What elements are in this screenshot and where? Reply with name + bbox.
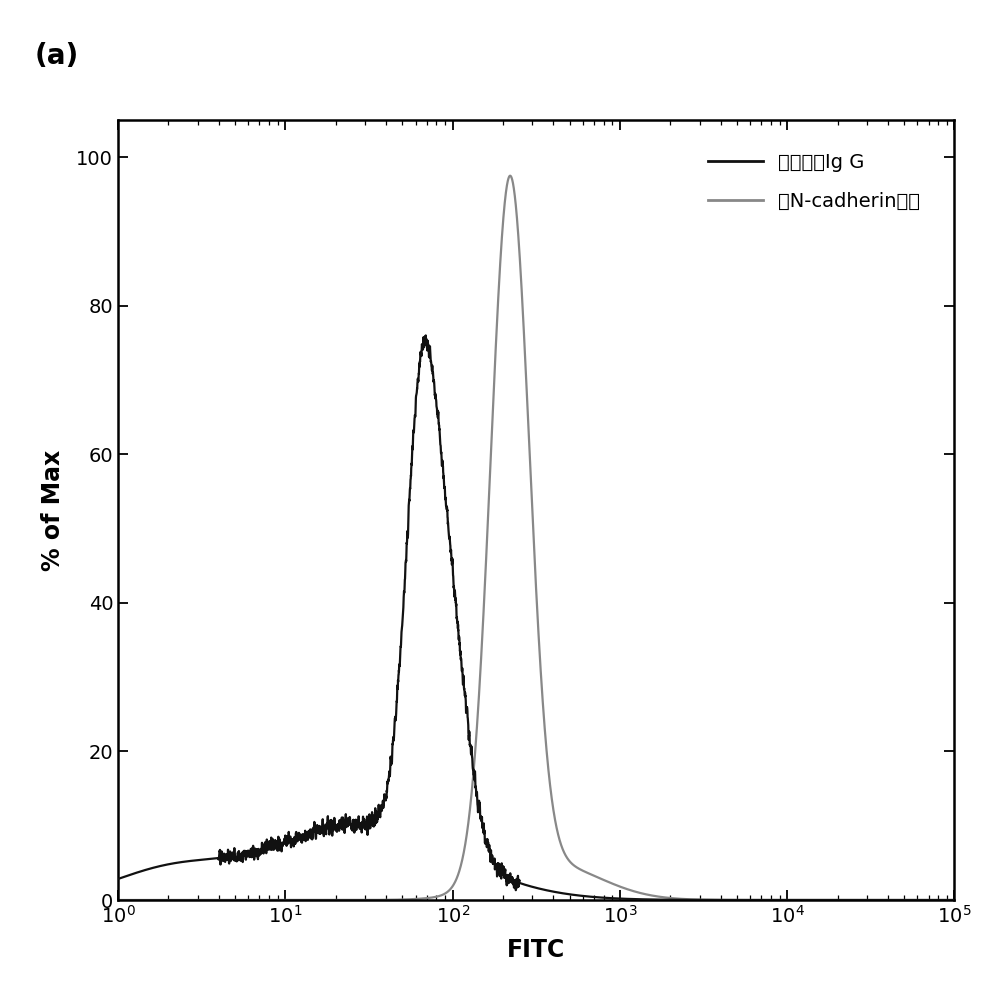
Y-axis label: % of Max: % of Max	[41, 449, 65, 571]
Legend: 同型对照Ig G, 抜N-cadherin抗体: 同型对照Ig G, 抜N-cadherin抗体	[701, 145, 928, 218]
X-axis label: FITC: FITC	[507, 938, 566, 962]
Text: (a): (a)	[34, 42, 79, 70]
